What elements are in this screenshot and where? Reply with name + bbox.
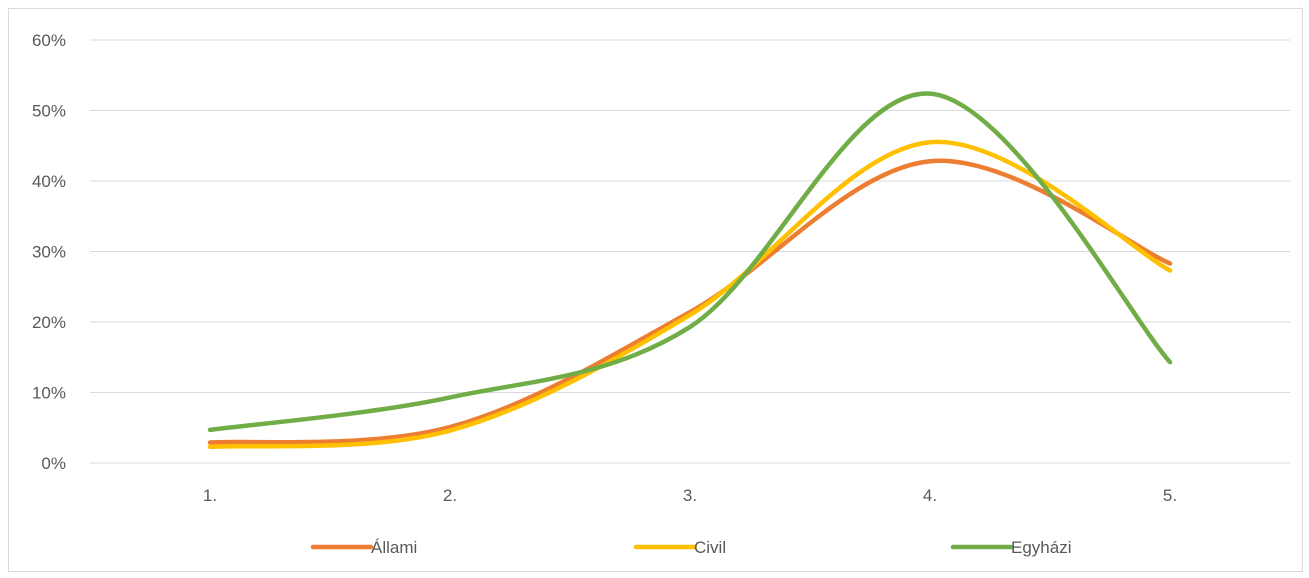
x-tick-label: 5. bbox=[1163, 486, 1177, 505]
series-line bbox=[207, 91, 1173, 433]
y-tick-label: 50% bbox=[32, 102, 66, 121]
legend-label: Állami bbox=[371, 538, 417, 557]
legend: Állami Civil Egyházi bbox=[310, 538, 1071, 557]
x-axis-ticks: 1. 2. 3. 4. 5. bbox=[203, 486, 1177, 505]
y-tick-label: 10% bbox=[32, 384, 66, 403]
y-tick-label: 60% bbox=[32, 31, 66, 50]
legend-label: Civil bbox=[694, 538, 726, 557]
x-tick-label: 4. bbox=[923, 486, 937, 505]
x-tick-label: 3. bbox=[683, 486, 697, 505]
y-tick-label: 40% bbox=[32, 172, 66, 191]
legend-label: Egyházi bbox=[1011, 538, 1071, 557]
series-line bbox=[207, 158, 1173, 445]
y-tick-label: 20% bbox=[32, 313, 66, 332]
y-tick-label: 30% bbox=[32, 243, 66, 262]
gridlines bbox=[90, 39, 1290, 464]
series-lines bbox=[207, 91, 1173, 450]
y-axis-ticks: 0% 10% 20% 30% 40% 50% 60% bbox=[32, 31, 66, 473]
x-tick-label: 2. bbox=[443, 486, 457, 505]
x-tick-label: 1. bbox=[203, 486, 217, 505]
y-tick-label: 0% bbox=[41, 454, 66, 473]
series-line bbox=[207, 139, 1173, 450]
chart-area bbox=[8, 8, 1303, 572]
